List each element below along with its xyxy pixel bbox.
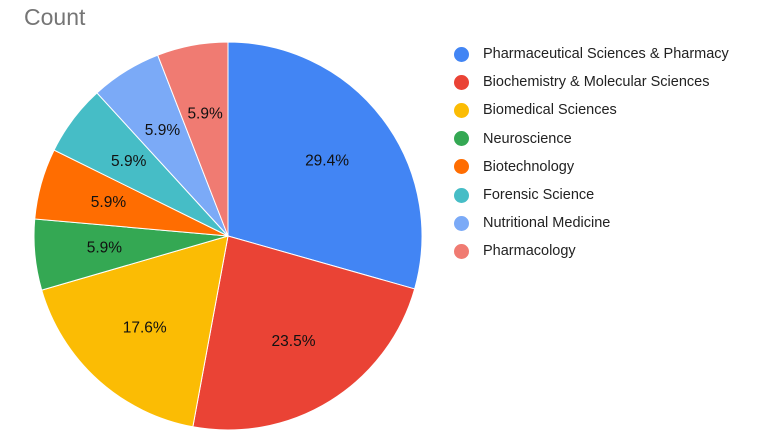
chart-title: Count (24, 4, 86, 30)
legend-swatch (454, 46, 469, 62)
slice-percent-label: 23.5% (272, 333, 316, 350)
legend-label: Neuroscience (483, 130, 572, 147)
legend-item[interactable]: Neuroscience (454, 125, 729, 153)
legend-label: Biomedical Sciences (483, 102, 617, 119)
slice-percent-label: 29.4% (305, 153, 349, 170)
slice-percent-label: 17.6% (123, 320, 167, 337)
legend-swatch (454, 187, 469, 203)
legend-swatch (454, 243, 469, 259)
legend-item[interactable]: Biochemistry & Molecular Sciences (454, 68, 729, 96)
legend-label: Biotechnology (483, 158, 575, 175)
legend-swatch (454, 131, 469, 147)
legend-label: Pharmaceutical Sciences & Pharmacy (483, 46, 729, 63)
legend-label: Nutritional Medicine (483, 215, 611, 232)
legend-swatch (454, 215, 469, 231)
legend-item[interactable]: Biotechnology (454, 153, 729, 181)
legend-item[interactable]: Pharmacology (454, 237, 729, 265)
legend-label: Forensic Science (483, 187, 595, 204)
legend-label: Pharmacology (483, 243, 576, 260)
slice-percent-label: 5.9% (87, 240, 123, 257)
pie-slice (227, 41, 423, 290)
pie-slice (192, 235, 416, 431)
pie-slice (41, 235, 229, 428)
pie-slice (157, 41, 229, 237)
legend-swatch (454, 159, 469, 175)
legend-label: Biochemistry & Molecular Sciences (483, 74, 710, 91)
slice-percent-label: 5.9% (145, 122, 181, 139)
slice-percent-label: 5.9% (111, 153, 147, 170)
legend-swatch (454, 102, 469, 118)
legend-item[interactable]: Nutritional Medicine (454, 209, 729, 237)
slice-percent-label: 5.9% (187, 105, 223, 122)
legend-item[interactable]: Biomedical Sciences (454, 96, 729, 124)
legend-swatch (454, 74, 469, 90)
slice-percent-label: 5.9% (91, 194, 127, 211)
legend-item[interactable]: Pharmaceutical Sciences & Pharmacy (454, 40, 729, 68)
legend-item[interactable]: Forensic Science (454, 181, 729, 209)
legend: Pharmaceutical Sciences & Pharmacy Bioche… (454, 40, 729, 266)
